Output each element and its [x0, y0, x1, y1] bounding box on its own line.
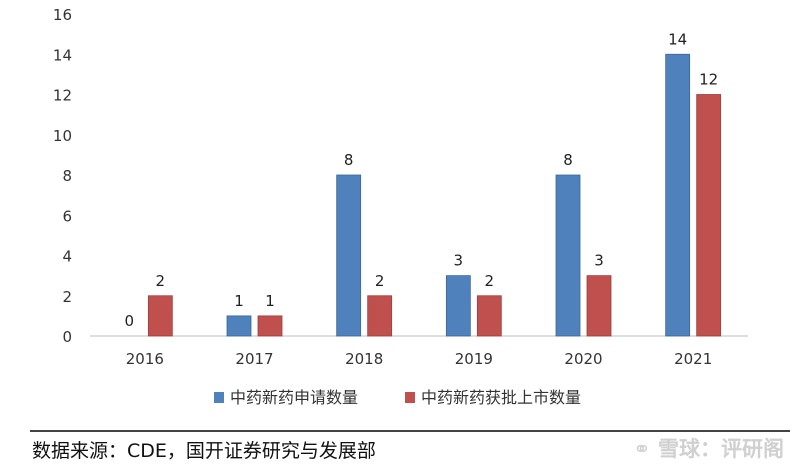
bar [226, 315, 252, 337]
data-label: 14 [668, 30, 687, 48]
bar [336, 174, 362, 337]
data-label: 2 [485, 272, 495, 290]
y-tick-label: 14 [53, 46, 72, 64]
x-tick-label: 2020 [564, 350, 602, 368]
bar [555, 174, 581, 337]
bar-chart: 0 2 4 6 8 10 12 14 16 2016 0 2 2017 1 1 2018 8 2 2019 3 2 202… [53, 6, 748, 407]
watermark: ⚭ 雪球：评研阁 [633, 437, 784, 461]
bar [147, 295, 173, 337]
x-tick-label: 2021 [674, 350, 712, 368]
bar [257, 315, 283, 337]
data-label: 12 [699, 71, 718, 89]
bar [367, 295, 393, 337]
y-tick-label: 10 [53, 127, 72, 145]
data-label: 0 [125, 312, 135, 330]
legend-label: 中药新药申请数量 [230, 388, 358, 407]
data-label: 3 [454, 252, 464, 270]
x-tick-label: 2016 [126, 350, 164, 368]
data-label: 1 [234, 292, 244, 310]
bar [445, 275, 471, 337]
bar [696, 94, 722, 337]
legend-swatch [405, 392, 415, 403]
data-label: 2 [375, 272, 385, 290]
source-note: 数据来源：CDE，国开证券研究与发展部 [32, 440, 376, 462]
y-tick-label: 6 [62, 207, 72, 225]
bar [476, 295, 502, 337]
bar [665, 53, 691, 337]
y-tick-label: 4 [62, 248, 72, 266]
data-label: 8 [344, 151, 354, 169]
x-tick-label: 2018 [345, 350, 383, 368]
footer-rule [30, 430, 790, 432]
x-tick-label: 2019 [455, 350, 493, 368]
y-tick-label: 12 [53, 87, 72, 105]
x-tick-label: 2017 [235, 350, 273, 368]
y-tick-label: 0 [62, 328, 72, 346]
data-label: 1 [265, 292, 275, 310]
y-tick-label: 16 [53, 6, 72, 24]
data-label: 8 [563, 151, 573, 169]
bar [586, 275, 612, 337]
legend-swatch [214, 392, 224, 403]
y-tick-label: 8 [62, 167, 72, 185]
legend-label: 中药新药获批上市数量 [421, 388, 581, 407]
y-tick-label: 2 [62, 288, 72, 306]
data-label: 3 [594, 252, 604, 270]
data-label: 2 [156, 272, 166, 290]
